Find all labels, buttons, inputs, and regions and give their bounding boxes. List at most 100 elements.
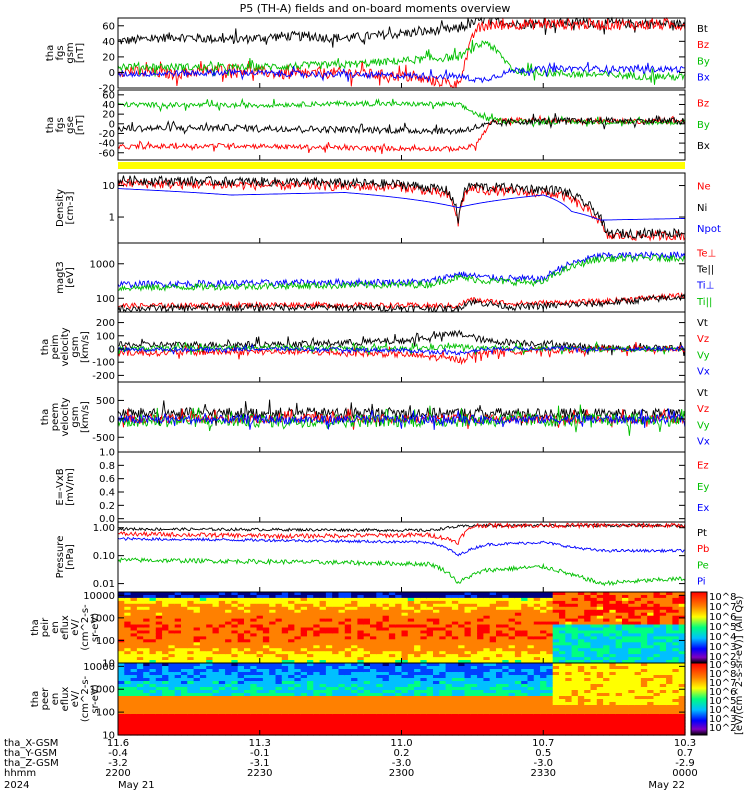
spectrogram-cell (451, 597, 459, 602)
y-tick-label: 0 (109, 119, 115, 130)
spectrogram-cell (269, 696, 277, 700)
spectrogram-cell (262, 592, 270, 596)
spectrogram-cell (351, 702, 358, 706)
spectrogram-cell (149, 669, 157, 673)
spectrogram-cell (244, 663, 251, 667)
spectrogram-cell (319, 714, 327, 718)
spectrogram-cell (477, 669, 484, 673)
spectrogram-cell (149, 660, 157, 664)
spectrogram-cell (622, 627, 629, 632)
spectrogram-cell (678, 696, 686, 700)
spectrogram-cell (313, 690, 321, 694)
spectrogram-cell (514, 595, 522, 599)
spectrogram-cell (363, 675, 371, 679)
spectrogram-cell (521, 648, 529, 652)
spectrogram-cell (130, 699, 138, 703)
spectrogram-cell (571, 732, 579, 736)
spectrogram-cell (634, 696, 642, 700)
spectrogram-cell (143, 595, 151, 599)
spectrogram-cell (155, 636, 163, 640)
spectrogram-cell (124, 633, 132, 637)
spectrogram-cell (357, 633, 365, 637)
spectrogram-cell (225, 693, 232, 697)
spectrogram-cell (344, 621, 352, 626)
spectrogram-cell (395, 717, 403, 721)
spectrogram-cell (584, 678, 592, 682)
spectrogram-cell (640, 720, 648, 724)
spectrogram-cell (300, 702, 308, 706)
spectrogram-cell (407, 708, 415, 712)
spectrogram-cell (136, 636, 144, 640)
spectrogram-cell (382, 624, 390, 629)
spectrogram-cell (344, 720, 352, 724)
spectrogram-cell (565, 606, 573, 611)
spectrogram-cell (370, 639, 377, 643)
spectrogram-cell (193, 663, 201, 667)
spectrogram-cell (514, 687, 522, 691)
spectrogram-cell (136, 663, 144, 667)
spectrogram-cell (609, 630, 617, 635)
spectrogram-cell (313, 714, 321, 718)
spectrogram-cell (237, 663, 245, 667)
spectrogram-cell (193, 723, 201, 727)
spectrogram-cell (445, 720, 453, 724)
spectrogram-cell (470, 684, 478, 688)
spectrogram-cell (244, 672, 251, 676)
spectrogram-cell (199, 630, 207, 635)
spectrogram-cell (439, 666, 447, 670)
spectrogram-cell (174, 618, 182, 623)
spectrogram-cell (552, 636, 560, 640)
spectrogram-cell (168, 729, 176, 733)
spectrogram-cell (187, 672, 195, 676)
spectrogram-cell (225, 621, 232, 626)
spectrogram-cell (294, 729, 302, 733)
spectrogram-cell (571, 627, 579, 632)
spectrogram-cell (477, 711, 484, 715)
spectrogram-cell (672, 678, 680, 682)
spectrogram-cell (300, 603, 308, 608)
spectrogram-cell (552, 603, 560, 608)
spectrogram-cell (540, 603, 547, 608)
spectrogram-cell (351, 606, 358, 611)
spectrogram-cell (225, 699, 232, 703)
spectrogram-cell (256, 720, 264, 724)
spectrogram-cell (508, 717, 516, 721)
spectrogram-cell (615, 603, 623, 608)
spectrogram-cell (584, 654, 592, 658)
spectrogram-cell (218, 696, 226, 700)
spectrogram-cell (363, 636, 371, 640)
spectrogram-cell (376, 645, 384, 649)
spectrogram-cell (609, 684, 617, 688)
spectrogram-cell (250, 642, 258, 646)
spectrogram-cell (640, 618, 648, 623)
spectrogram-cell (577, 630, 585, 635)
spectrogram-cell (351, 624, 358, 629)
legend-peim-1: Vz (697, 334, 709, 345)
spectrogram-cell (628, 687, 636, 691)
spectrogram-cell (433, 702, 440, 706)
spectrogram-cell (382, 654, 390, 658)
spectrogram-cell (288, 648, 295, 652)
spectrogram-cell (395, 606, 403, 611)
spectrogram-cell (376, 681, 384, 685)
spectrogram-cell (514, 618, 522, 623)
spectrogram-cell (269, 726, 277, 730)
spectrogram-cell (269, 702, 277, 706)
spectrogram-cell (533, 654, 541, 658)
spectrogram-cell (300, 612, 308, 617)
spectrogram-cell (262, 606, 270, 611)
y-tick-label: 100 (96, 331, 115, 342)
spectrogram-cell (281, 648, 289, 652)
spectrogram-cell (344, 595, 352, 599)
spectrogram-cell (275, 693, 283, 697)
y-tick-label: -60 (99, 148, 115, 159)
spectrogram-cell (401, 600, 409, 605)
spectrogram-cell (590, 618, 598, 623)
spectrogram-cell (672, 726, 680, 730)
spectrogram-cell (332, 639, 340, 643)
spectrogram-cell (325, 666, 333, 670)
spectrogram-cell (647, 702, 655, 706)
spectrogram-cell (244, 609, 251, 614)
spectrogram-cell (294, 699, 302, 703)
